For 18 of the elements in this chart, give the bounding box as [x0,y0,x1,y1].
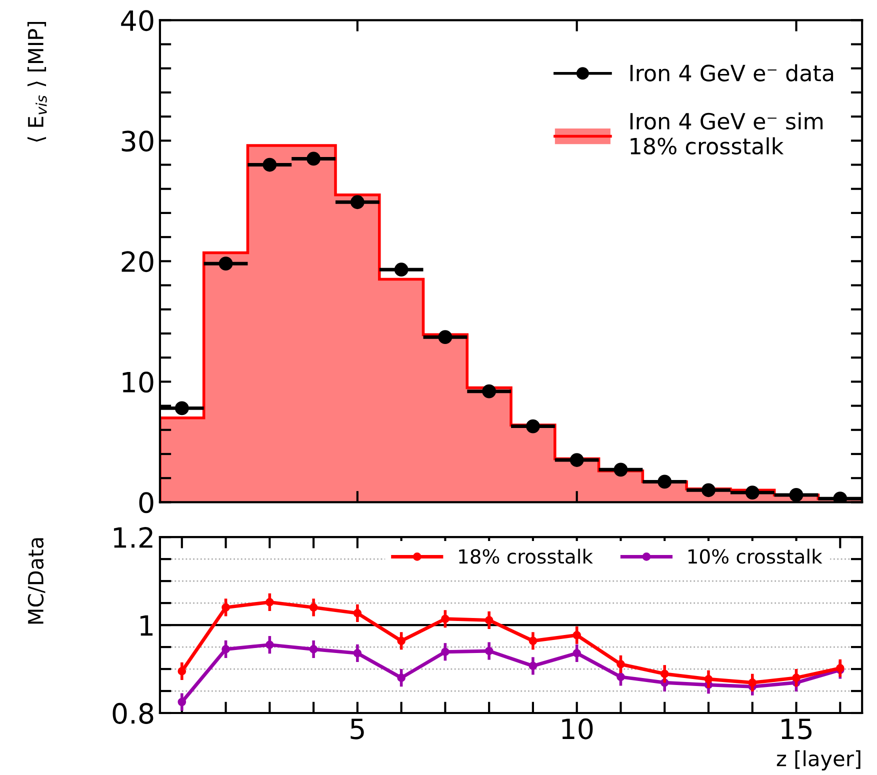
x-axis-title: z [layer] [776,750,860,770]
legend-label: Iron 4 GeV e⁻ sim 18% crosstalk [630,112,823,155]
legend-label: 10% crosstalk [688,548,822,564]
y-tick-label: 1.2 [114,527,152,548]
legend-label: Iron 4 GeV e⁻ data [630,64,834,82]
x-tick-label: 5 [350,718,364,740]
x-tick-label: 10 [562,718,593,740]
legend-label: 18% crosstalk [459,548,593,564]
y-tick-label: 0.8 [112,702,154,724]
y-axis-title: MC/Data [28,538,46,624]
y-tick-label: 30 [122,130,154,152]
y-tick-label: 20 [122,251,154,272]
y-tick-label: 0 [139,492,154,514]
x-tick-label: 15 [782,718,812,740]
y-axis-title: ⟨ E$_{vis}$ ⟩ [MIP] [27,22,47,142]
y-tick-label: 40 [121,10,154,32]
y-tick-label: 1 [140,615,153,636]
y-tick-label: 10 [122,372,154,393]
